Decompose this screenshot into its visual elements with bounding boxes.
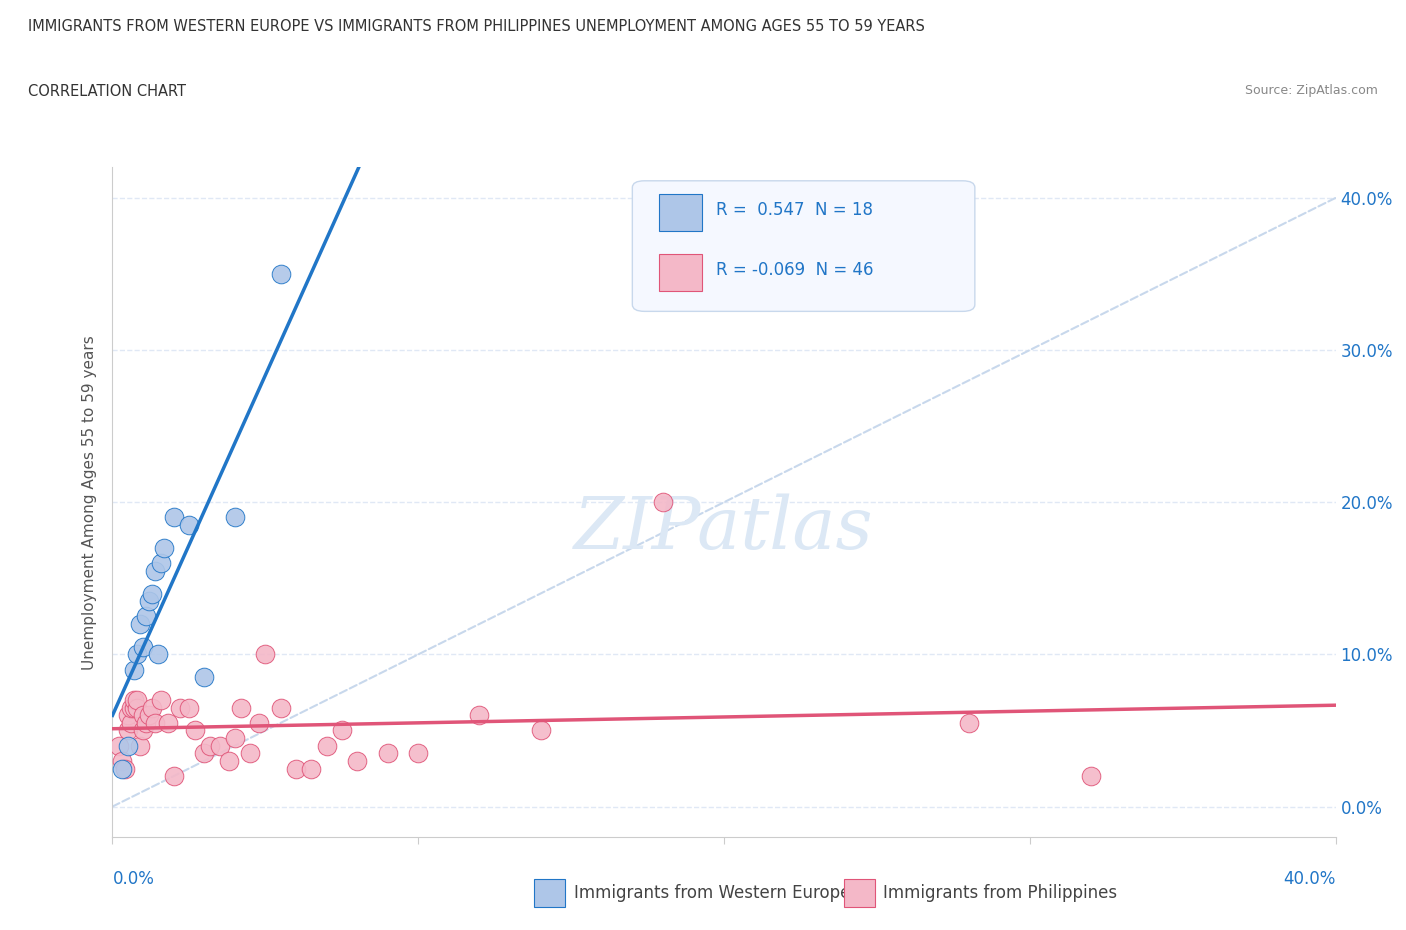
Point	[156, 715, 179, 730]
Point	[132, 723, 155, 737]
Point	[177, 518, 200, 533]
Point	[111, 753, 134, 768]
Point	[270, 267, 292, 282]
Point	[346, 753, 368, 768]
Point	[957, 715, 980, 730]
Point	[122, 662, 145, 677]
Point	[652, 495, 675, 510]
Point	[530, 723, 553, 737]
FancyBboxPatch shape	[659, 194, 702, 231]
Text: R = -0.069  N = 46: R = -0.069 N = 46	[716, 260, 873, 279]
Point	[132, 708, 155, 723]
Point	[150, 693, 173, 708]
Point	[330, 723, 353, 737]
Point	[129, 738, 152, 753]
Point	[143, 715, 166, 730]
Point	[184, 723, 207, 737]
Point	[117, 738, 139, 753]
Point	[254, 647, 277, 662]
Point	[120, 700, 142, 715]
Y-axis label: Unemployment Among Ages 55 to 59 years: Unemployment Among Ages 55 to 59 years	[82, 335, 97, 670]
Point	[218, 753, 240, 768]
Point	[120, 715, 142, 730]
Text: 0.0%: 0.0%	[112, 870, 155, 887]
Point	[1080, 769, 1102, 784]
Point	[114, 761, 136, 776]
Text: CORRELATION CHART: CORRELATION CHART	[28, 84, 186, 99]
Point	[177, 700, 200, 715]
Point	[169, 700, 191, 715]
Point	[224, 731, 246, 746]
Point	[129, 617, 152, 631]
Point	[229, 700, 252, 715]
Point	[135, 609, 157, 624]
Point	[284, 761, 308, 776]
Text: Source: ZipAtlas.com: Source: ZipAtlas.com	[1244, 84, 1378, 97]
Point	[193, 746, 215, 761]
FancyBboxPatch shape	[633, 180, 974, 312]
Text: IMMIGRANTS FROM WESTERN EUROPE VS IMMIGRANTS FROM PHILIPPINES UNEMPLOYMENT AMONG: IMMIGRANTS FROM WESTERN EUROPE VS IMMIGR…	[28, 19, 925, 33]
Point	[132, 639, 155, 654]
Point	[150, 555, 173, 570]
Point	[153, 540, 176, 555]
Point	[138, 593, 160, 608]
FancyBboxPatch shape	[659, 255, 702, 291]
Text: 40.0%: 40.0%	[1284, 870, 1336, 887]
Point	[377, 746, 399, 761]
Point	[125, 693, 148, 708]
Text: Immigrants from Philippines: Immigrants from Philippines	[883, 884, 1118, 902]
Point	[143, 564, 166, 578]
Point	[141, 700, 163, 715]
Point	[468, 708, 491, 723]
Point	[122, 700, 145, 715]
Point	[125, 700, 148, 715]
Point	[299, 761, 322, 776]
Point	[117, 723, 139, 737]
Point	[117, 708, 139, 723]
Point	[135, 715, 157, 730]
Text: ZIPatlas: ZIPatlas	[574, 494, 875, 565]
Point	[163, 769, 186, 784]
Point	[138, 708, 160, 723]
Point	[315, 738, 337, 753]
Point	[122, 693, 145, 708]
Point	[163, 510, 186, 525]
Point	[239, 746, 262, 761]
Point	[148, 647, 170, 662]
Point	[408, 746, 430, 761]
Point	[247, 715, 270, 730]
Point	[193, 670, 215, 684]
Point	[125, 647, 148, 662]
Point	[208, 738, 231, 753]
Text: Immigrants from Western Europe: Immigrants from Western Europe	[574, 884, 851, 902]
Point	[270, 700, 292, 715]
Text: R =  0.547  N = 18: R = 0.547 N = 18	[716, 201, 873, 219]
Point	[111, 761, 134, 776]
Point	[141, 586, 163, 601]
Point	[224, 510, 246, 525]
Point	[200, 738, 222, 753]
Point	[107, 738, 129, 753]
